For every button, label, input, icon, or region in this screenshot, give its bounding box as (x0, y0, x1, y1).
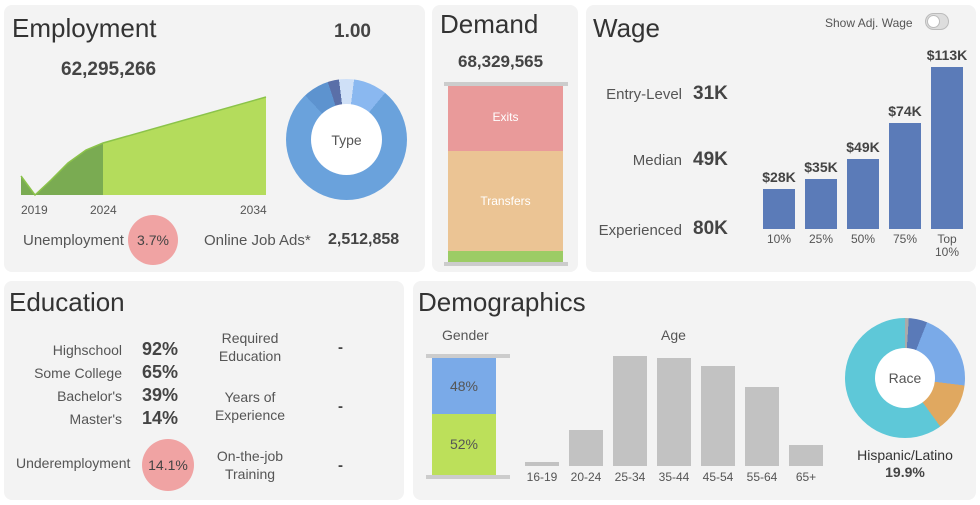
underemployment-badge: 14.1% (142, 439, 194, 491)
age-category: 20-24 (570, 470, 602, 484)
wage-bar[interactable] (763, 188, 795, 229)
education-level-value: 65% (142, 362, 179, 382)
age-bar[interactable] (657, 357, 691, 466)
education-panel: Education Highschool 92% Some College 65% Ba… (4, 281, 404, 500)
demand-transfers[interactable]: Transfers (448, 151, 563, 251)
wage-bar[interactable] (847, 158, 879, 229)
gender-top-cap (426, 354, 510, 358)
education-level-label: Master's (69, 411, 122, 427)
wage-category: 75% (892, 232, 918, 246)
wage-bar-label: $49K (846, 138, 880, 155)
gender-bottom-cap (426, 475, 510, 479)
employment-panel: Employment 1.00 62,295,266 2019 2024 203… (4, 5, 425, 272)
wage-bar[interactable] (889, 122, 921, 229)
adj-wage-toggle[interactable] (925, 13, 949, 30)
wage-percentile-chart: $28K 10% $35K 25% $49K 50% $74K 75% $113K Top 10% (756, 45, 976, 270)
wage-category: 50% (850, 232, 876, 246)
demand-panel: Demand 68,329,565 Exits Transfers (432, 5, 578, 272)
requirement-value: - (338, 398, 343, 415)
demand-title: Demand (440, 9, 539, 39)
wage-bar-label: $113K (926, 47, 968, 63)
age-category: 55-64 (746, 470, 778, 484)
age-bar[interactable] (745, 387, 779, 466)
age-chart: 16-19 20-24 25-34 35-44 45-54 55-64 65+ (523, 351, 823, 491)
gender-female-bar[interactable]: 52% (432, 414, 496, 475)
requirement-label: On-the-job Training (216, 448, 284, 482)
education-level-label: Bachelor's (57, 388, 122, 404)
employment-projection-area (103, 97, 266, 195)
entry-level-label: Entry-Level (606, 86, 682, 103)
year-2034: 2034 (240, 203, 267, 217)
wage-category: 25% (808, 232, 834, 246)
demographics-title: Demographics (418, 287, 586, 317)
age-category: 25-34 (614, 470, 646, 484)
education-level-value: 92% (142, 339, 179, 359)
requirement-value: - (338, 339, 343, 356)
wage-category: Top 10% (934, 232, 960, 259)
employment-title: Employment (12, 13, 157, 43)
demand-exits[interactable]: Exits (448, 86, 563, 151)
race-label: Race (875, 348, 935, 408)
unemployment-badge: 3.7% (128, 215, 178, 265)
demand-top-cap (444, 82, 568, 86)
median-value: 49K (693, 149, 728, 170)
race-highlight-value: 19.9% (885, 464, 925, 480)
education-level-label: Highschool (52, 342, 122, 358)
age-category: 35-44 (658, 470, 690, 484)
year-2024: 2024 (90, 203, 117, 217)
wage-bar[interactable] (805, 178, 837, 229)
wage-category: 10% (766, 232, 792, 246)
requirement-label: Years of Experience (214, 389, 286, 423)
education-level-value: 14% (142, 408, 179, 428)
wage-bar-label: $28K (762, 168, 796, 185)
wage-bar-label: $74K (888, 102, 922, 119)
wage-bar[interactable] (931, 67, 963, 229)
unemployment-label: Unemployment (23, 232, 124, 249)
demand-bottom-cap (444, 262, 568, 266)
age-bar[interactable] (525, 461, 559, 466)
education-level-value: 39% (142, 385, 179, 405)
age-bar[interactable] (701, 366, 735, 466)
year-2019: 2019 (21, 203, 48, 217)
type-label: Type (311, 104, 382, 175)
online-ads-value: 2,512,858 (328, 231, 400, 248)
requirement-value: - (338, 457, 343, 474)
education-title: Education (9, 287, 125, 317)
employment-type-donut[interactable]: Type (286, 79, 407, 200)
age-category: 65+ (795, 470, 817, 484)
experienced-label: Experienced (598, 222, 682, 239)
education-level-label: Some College (34, 365, 122, 381)
race-donut[interactable]: Race (845, 318, 965, 438)
gender-label: Gender (442, 327, 489, 343)
experienced-value: 80K (693, 218, 728, 239)
median-label: Median (632, 152, 682, 169)
age-category: 45-54 (702, 470, 734, 484)
adj-wage-toggle-label: Show Adj. Wage (825, 16, 913, 30)
demand-total: 68,329,565 (458, 52, 544, 71)
age-label: Age (661, 327, 686, 343)
gender-male-bar[interactable]: 48% (432, 358, 496, 414)
demand-growth[interactable] (448, 251, 563, 262)
toggle-knob (927, 15, 940, 28)
age-bar[interactable] (613, 356, 647, 466)
underemployment-label: Underemployment (16, 455, 131, 471)
entry-level-value: 31K (693, 83, 728, 104)
requirement-label: Required Education (218, 330, 282, 364)
race-highlight-label: Hispanic/Latino (857, 447, 953, 463)
wage-title: Wage (593, 13, 660, 43)
demographics-panel: Demographics Gender 48% 52% Age 16-19 20-… (413, 281, 976, 500)
online-ads-label: Online Job Ads* (204, 232, 311, 249)
age-bar[interactable] (569, 429, 603, 466)
age-category: 16-19 (526, 470, 558, 484)
wage-panel: Wage Show Adj. Wage Entry-Level 31K Medi… (586, 5, 976, 272)
wage-bar-label: $35K (804, 158, 838, 175)
employment-total: 62,295,266 (61, 59, 157, 80)
employment-area-chart (20, 96, 267, 197)
age-bar[interactable] (789, 444, 823, 466)
employment-ratio: 1.00 (334, 21, 371, 42)
